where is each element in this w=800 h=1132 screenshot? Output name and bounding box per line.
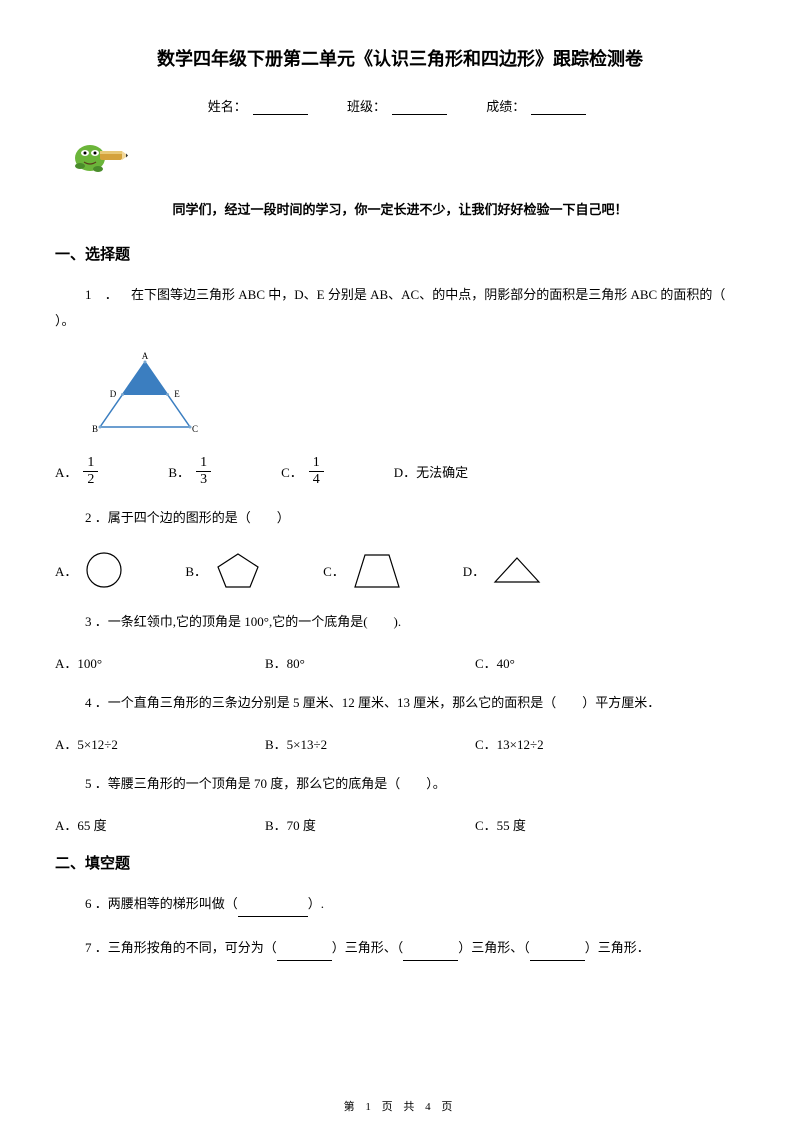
q5-text: 5 ．等腰三角形的一个顶角是 70 度，那么它的底角是（ ）。 (55, 771, 745, 797)
q1-body: 在下图等边三角形 ABC 中，D、E 分别是 AB、AC、的中点，阴影部分的面积… (131, 287, 751, 302)
q1-options: A． 12 B． 13 C． 14 D．无法确定 (55, 456, 745, 487)
q1-opt-a: A． 12 (55, 456, 98, 487)
q1-num: 1 (85, 287, 92, 302)
svg-text:E: E (174, 389, 180, 399)
q7-blank2 (403, 960, 458, 961)
q7-blank3 (530, 960, 585, 961)
q2-opt-b: B． (185, 549, 263, 591)
name-blank (253, 114, 308, 115)
q1-b-num: 1 (196, 456, 211, 472)
q1-a-label: A． (55, 462, 77, 481)
q1-c-den: 4 (309, 472, 324, 487)
q2-options: A． B． C． D． (55, 549, 745, 591)
q6-blank (238, 916, 308, 917)
q2-b-label: B． (185, 561, 207, 580)
q1-b-label: B． (168, 462, 190, 481)
q6-post: ）. (308, 896, 324, 911)
q1-diagram: A B C D E (85, 352, 205, 440)
q5-b: B．70 度 (265, 815, 475, 834)
q4-options: A．5×12÷2 B．5×13÷2 C．13×12÷2 (55, 734, 745, 753)
score-blank (531, 114, 586, 115)
svg-text:C: C (192, 424, 198, 434)
encourage-text: 同学们，经过一段时间的学习，你一定长进不少，让我们好好检验一下自己吧！ (55, 199, 745, 218)
q1-opt-b: B． 13 (168, 456, 211, 487)
q1-opt-c: C． 14 (281, 456, 324, 487)
q2-text: 2 ．属于四个边的图形的是（ ） (55, 505, 745, 531)
q2-opt-c: C． (323, 549, 403, 591)
q5-options: A．65 度 B．70 度 C．55 度 (55, 815, 745, 834)
q7-pre: 7 ．三角形按角的不同，可分为（ (85, 940, 277, 955)
q4-c: C．13×12÷2 (475, 734, 685, 753)
class-blank (392, 114, 447, 115)
svg-text:D: D (110, 389, 117, 399)
q4-b: B．5×13÷2 (265, 734, 475, 753)
q7-text: 7 ．三角形按角的不同，可分为（ ）三角形、（ ）三角形、（ ）三角形． (55, 935, 745, 961)
q7-blank1 (277, 960, 332, 961)
q3-options: A．100° B．80° C．40° (55, 653, 745, 672)
svg-text:A: A (142, 352, 149, 361)
q7-mid2: ）三角形、（ (458, 940, 530, 955)
q2-opt-a: A． (55, 549, 125, 591)
q2-d-label: D． (463, 561, 485, 580)
class-label: 班级： (347, 99, 386, 114)
q2-a-label: A． (55, 561, 77, 580)
q4-text: 4 ．一个直角三角形的三条边分别是 5 厘米、12 厘米、13 厘米，那么它的面… (55, 690, 745, 716)
q1-b-den: 3 (196, 472, 211, 487)
q4-a: A．5×12÷2 (55, 734, 265, 753)
q3-text: 3 ．一条红领巾,它的顶角是 100°,它的一个底角是( ). (55, 609, 745, 635)
q1-c-label: C． (281, 462, 303, 481)
pencil-icon (70, 133, 745, 187)
q3-b: B．80° (265, 653, 475, 672)
section2-header: 二、填空题 (55, 852, 745, 873)
q1-c-num: 1 (309, 456, 324, 472)
q2-opt-d: D． (463, 554, 543, 586)
q7-mid1: ）三角形、（ (332, 940, 404, 955)
q7-post: ）三角形． (585, 940, 650, 955)
q1-d-label: D．无法确定 (394, 462, 468, 481)
name-label: 姓名： (208, 99, 247, 114)
q6-pre: 6 ．两腰相等的梯形叫做（ (85, 896, 238, 911)
q6-text: 6 ．两腰相等的梯形叫做（ ）. (55, 891, 745, 917)
q1-text: 1 ． 在下图等边三角形 ABC 中，D、E 分别是 AB、AC、的中点，阴影部… (55, 282, 745, 334)
page-footer: 第 1 页 共 4 页 (0, 1098, 800, 1114)
info-line: 姓名： 班级： 成绩： (55, 96, 745, 115)
q1-opt-d: D．无法确定 (394, 462, 468, 481)
svg-text:B: B (92, 424, 98, 434)
q3-a: A．100° (55, 653, 265, 672)
page-title: 数学四年级下册第二单元《认识三角形和四边形》跟踪检测卷 (55, 45, 745, 71)
q3-c: C．40° (475, 653, 685, 672)
score-label: 成绩： (486, 99, 525, 114)
q1-dot: ． (105, 287, 118, 302)
q2-c-label: C． (323, 561, 345, 580)
q1-a-den: 2 (83, 472, 98, 487)
section1-header: 一、选择题 (55, 243, 745, 264)
q1-body-post: ）。 (55, 313, 75, 328)
q5-a: A．65 度 (55, 815, 265, 834)
q1-a-num: 1 (83, 456, 98, 472)
q5-c: C．55 度 (475, 815, 685, 834)
